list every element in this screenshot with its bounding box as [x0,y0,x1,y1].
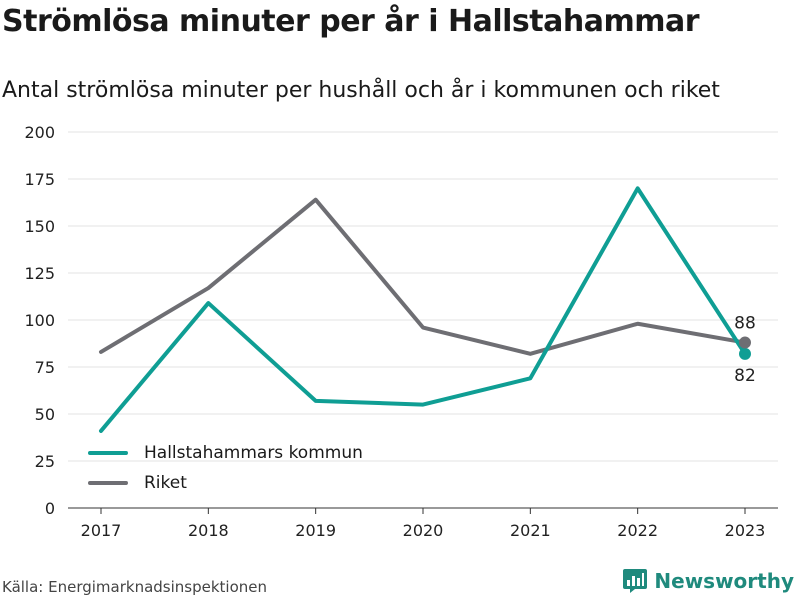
y-tick-label: 175 [24,170,55,189]
end-label-riket: 88 [734,314,756,334]
chart-subtitle: Antal strömlösa minuter per hushåll och … [2,78,720,103]
y-tick-label: 0 [45,499,55,518]
y-tick-label: 50 [35,405,55,424]
end-point-riket [739,336,751,349]
y-tick-label: 150 [24,217,55,236]
series-line-riket [99,197,747,356]
legend-label-hallstahammar: Hallstahammars kommun [144,443,363,463]
y-tick-label: 25 [35,452,55,471]
x-tick-label: 2018 [188,521,229,540]
legend: Hallstahammars kommun Riket [88,438,363,498]
end-point-hallstahammar [739,347,751,360]
y-tick-label: 75 [35,358,55,377]
source-note: Källa: Energimarknadsinspektionen [2,578,268,596]
legend-swatch-hallstahammar [88,451,128,455]
chart-title: Strömlösa minuter per år i Hallstahammar [2,4,700,39]
series-line-hallstahammar [99,186,747,433]
x-tick-label: 2020 [403,521,444,540]
brand-name: Newsworthy [654,569,794,593]
legend-label-riket: Riket [144,473,187,493]
legend-item-hallstahammar: Hallstahammars kommun [88,438,363,468]
x-tick-label: 2023 [725,521,766,540]
brand-logo: Newsworthy [622,568,794,594]
y-tick-label: 125 [24,264,55,283]
legend-item-riket: Riket [88,468,363,498]
y-tick-label: 100 [24,311,55,330]
newsworthy-logo-icon [623,569,648,593]
x-tick-label: 2022 [617,521,658,540]
x-tick-label: 2019 [295,521,336,540]
y-tick-label: 200 [24,123,55,142]
end-label-hallstahammar: 82 [734,366,756,386]
legend-swatch-riket [88,481,128,485]
x-tick-label: 2021 [510,521,551,540]
x-tick-label: 2017 [81,521,122,540]
